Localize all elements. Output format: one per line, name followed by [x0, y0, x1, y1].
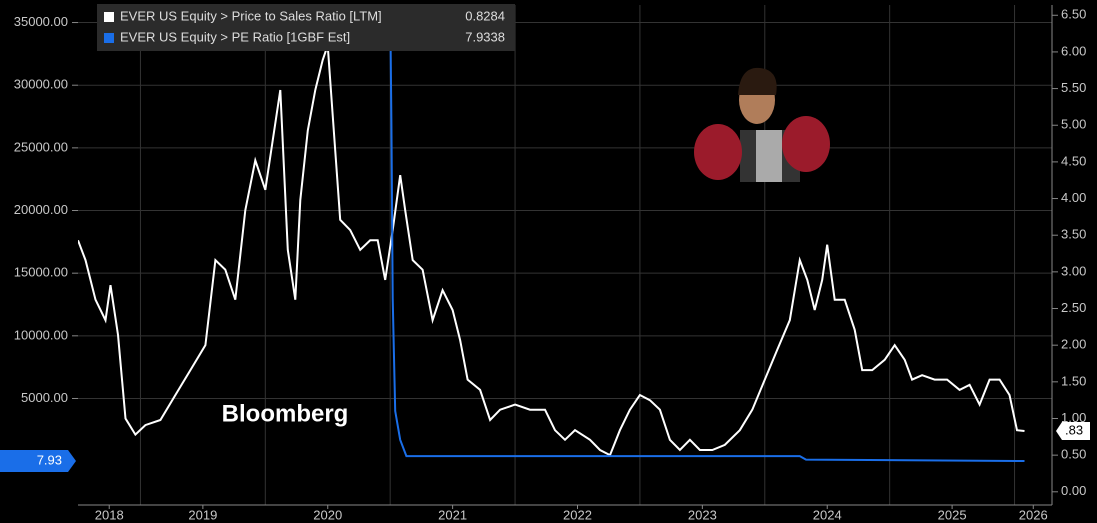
legend-label: EVER US Equity > PE Ratio [1GBF Est]: [120, 29, 350, 44]
last-value-tag: [0, 450, 76, 473]
last-value-label: .83: [1065, 422, 1083, 437]
legend-swatch: [104, 12, 114, 22]
y2-tick-label: 1.00: [1061, 410, 1086, 425]
y-tick-label: 20000.00: [14, 202, 68, 217]
legend-value: 0.8284: [465, 8, 505, 23]
y2-tick-label: 0.00: [1061, 483, 1086, 498]
y2-tick-label: 2.00: [1061, 337, 1086, 352]
y2-tick-label: 0.50: [1061, 447, 1086, 462]
y2-tick-label: 3.50: [1061, 227, 1086, 242]
x-tick-label: 2022: [563, 507, 592, 522]
last-value-label: 7.93: [37, 452, 62, 467]
series-line: [78, 44, 1025, 457]
series-line: [389, 5, 1025, 462]
legend-swatch: [104, 33, 114, 43]
y2-tick-label: 1.50: [1061, 373, 1086, 388]
grid: [78, 5, 1052, 505]
x-tick-label: 2023: [688, 507, 717, 522]
x-tick-label: 2025: [938, 507, 967, 522]
legend-box: [97, 4, 515, 51]
x-tick-label: 2024: [813, 507, 842, 522]
y2-tick-label: 5.50: [1061, 80, 1086, 95]
last-value-tag: [1056, 421, 1090, 440]
y2-tick-label: 5.00: [1061, 117, 1086, 132]
watermark: Bloomberg: [222, 400, 349, 427]
plot-area: [78, 5, 1025, 462]
x-tick-label: 2020: [313, 507, 342, 522]
legend-label: EVER US Equity > Price to Sales Ratio [L…: [120, 8, 382, 23]
y-tick-label: 35000.00: [14, 14, 68, 29]
y-tick-label: 15000.00: [14, 265, 68, 280]
x-tick-label: 2021: [438, 507, 467, 522]
y2-tick-label: 6.00: [1061, 43, 1086, 58]
y-tick-label: 25000.00: [14, 139, 68, 154]
y-tick-label: 5000.00: [21, 390, 68, 405]
legend-value: 7.9338: [465, 29, 505, 44]
x-tick-label: 2018: [95, 507, 124, 522]
y-tick-label: 30000.00: [14, 77, 68, 92]
y2-tick-label: 6.50: [1061, 7, 1086, 22]
y-tick-label: 10000.00: [14, 327, 68, 342]
boxer-icon: [694, 67, 830, 182]
y2-tick-label: 3.00: [1061, 263, 1086, 278]
x-tick-label: 2019: [188, 507, 217, 522]
y2-tick-label: 4.50: [1061, 153, 1086, 168]
y2-tick-label: 2.50: [1061, 300, 1086, 315]
y2-tick-label: 4.00: [1061, 190, 1086, 205]
x-tick-label: 2026: [1019, 507, 1048, 522]
